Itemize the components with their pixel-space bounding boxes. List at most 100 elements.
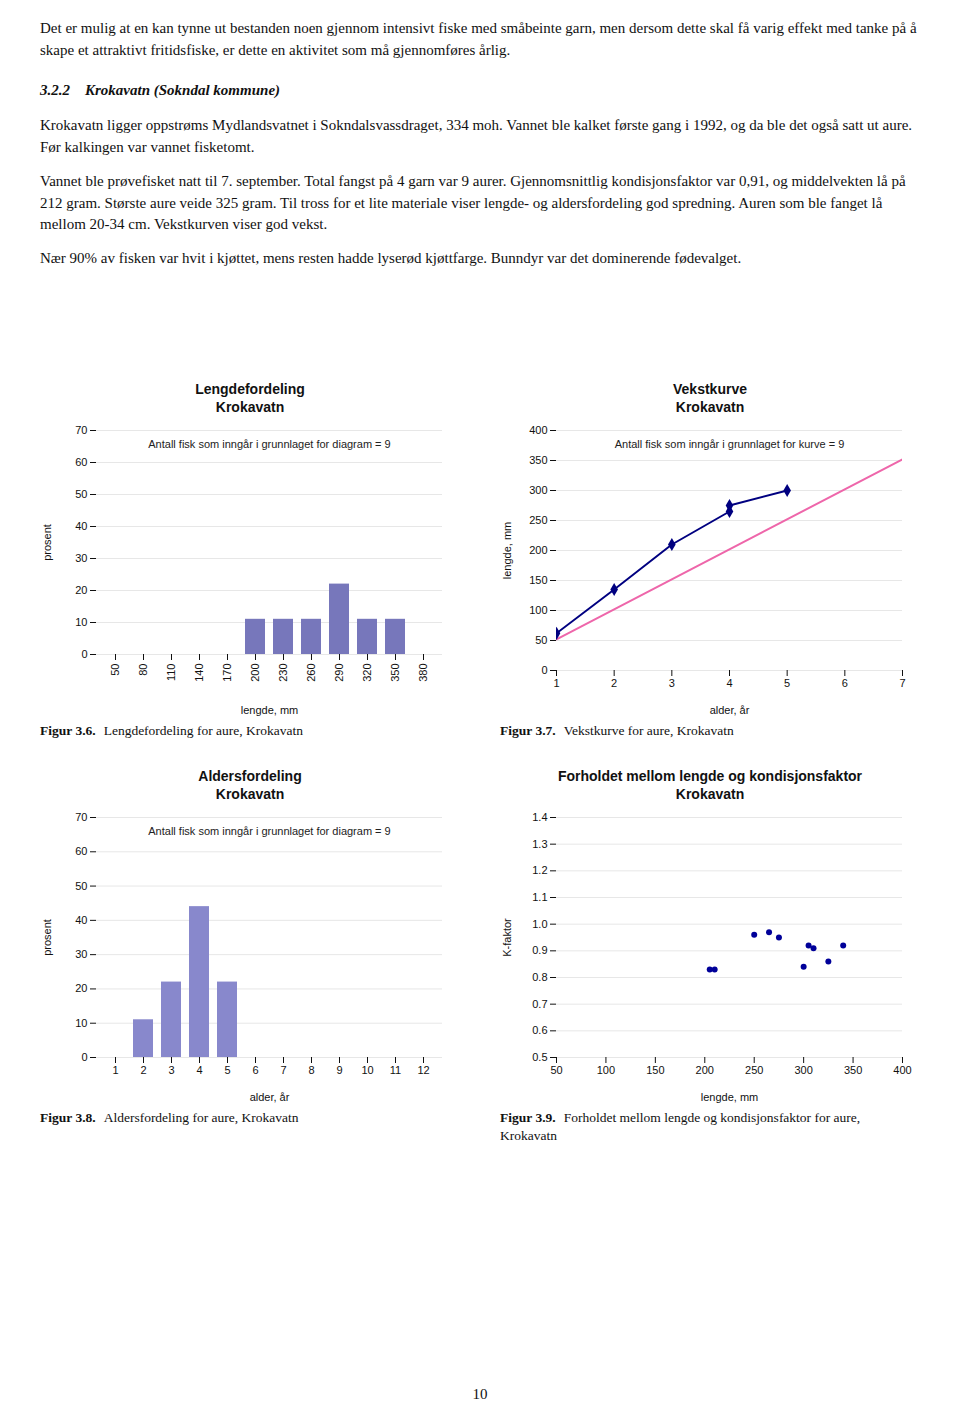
html-text:Lengdefordeling for aure, Krok: Lengdefordeling for aure, Krokavatn	[103, 723, 304, 739]
svg-text:3: 3	[168, 1064, 174, 1076]
svg-text:50: 50	[75, 488, 87, 500]
svg-text:lengde, mm: lengde, mm	[241, 704, 298, 716]
svg-text:250: 250	[529, 514, 547, 526]
svg-text:10: 10	[361, 1064, 373, 1076]
html-text:Lengdefordeling: Lengdefordeling	[195, 381, 305, 397]
svg-text:110: 110	[165, 664, 177, 682]
html-text:Figur 3.6.: Figur 3.6.	[40, 723, 96, 739]
svg-text:400: 400	[893, 1064, 911, 1076]
svg-text:alder, år: alder, år	[250, 1090, 290, 1102]
svg-text:100: 100	[597, 1064, 615, 1076]
svg-text:6: 6	[842, 678, 848, 690]
svg-text:7: 7	[280, 1064, 286, 1076]
svg-text:60: 60	[75, 456, 87, 468]
svg-text:60: 60	[75, 845, 87, 857]
html-text:Krokavatn: Krokavatn	[215, 785, 285, 802]
svg-text:250: 250	[745, 1064, 763, 1076]
svg-text:9: 9	[336, 1064, 342, 1076]
svg-text:6: 6	[252, 1064, 258, 1076]
svg-text:300: 300	[794, 1064, 812, 1076]
svg-text:50: 50	[550, 1064, 562, 1076]
svg-text:5: 5	[224, 1064, 230, 1076]
svg-text:200: 200	[529, 544, 547, 556]
svg-text:260: 260	[305, 664, 317, 682]
svg-text:40: 40	[75, 914, 87, 926]
svg-text:Antall fisk som inngår i grunn: Antall fisk som inngår i grunnlaget for …	[148, 439, 390, 451]
svg-text:lengde, mm: lengde, mm	[501, 522, 513, 579]
html-text:Forholdet mellom lengde og kon: Forholdet mellom lengde og kondisjonsfak…	[500, 1110, 861, 1144]
svg-text:50: 50	[109, 664, 121, 676]
html-text:Vannet ble prøvefisket natt ti: Vannet ble prøvefisket natt til 7. septe…	[40, 172, 906, 233]
svg-text:1.4: 1.4	[532, 811, 547, 823]
svg-text:Antall fisk som inngår i grunn: Antall fisk som inngår i grunnlaget for …	[615, 439, 845, 451]
svg-text:0.6: 0.6	[532, 1024, 547, 1036]
html-text:Aldersfordeling: Aldersfordeling	[198, 767, 302, 784]
svg-text:0.8: 0.8	[532, 971, 547, 983]
svg-text:0.9: 0.9	[532, 944, 547, 956]
svg-text:350: 350	[529, 454, 547, 466]
svg-text:30: 30	[75, 948, 87, 960]
svg-text:30: 30	[75, 552, 87, 564]
html-text:Krokavatn: Krokavatn	[675, 785, 745, 802]
svg-text:140: 140	[193, 664, 205, 682]
svg-text:12: 12	[417, 1064, 429, 1076]
svg-text:150: 150	[529, 574, 547, 586]
svg-text:170: 170	[221, 664, 233, 682]
svg-text:0: 0	[81, 648, 87, 660]
svg-text:11: 11	[390, 1064, 401, 1076]
svg-text:20: 20	[75, 982, 87, 994]
svg-text:150: 150	[646, 1064, 664, 1076]
svg-text:0.7: 0.7	[532, 998, 547, 1010]
svg-text:350: 350	[844, 1064, 862, 1076]
svg-text:10: 10	[75, 616, 87, 628]
svg-text:lengde, mm: lengde, mm	[701, 1090, 758, 1102]
svg-text:4: 4	[196, 1064, 202, 1076]
svg-text:320: 320	[361, 664, 373, 682]
svg-text:prosent: prosent	[41, 525, 53, 562]
svg-text:380: 380	[417, 664, 429, 682]
svg-text:7: 7	[899, 678, 905, 690]
svg-text:80: 80	[137, 664, 149, 676]
svg-text:1.2: 1.2	[532, 864, 547, 876]
svg-text:4: 4	[726, 678, 732, 690]
svg-text:1: 1	[553, 678, 559, 690]
svg-text:0.5: 0.5	[532, 1051, 547, 1063]
svg-text:300: 300	[529, 484, 547, 496]
svg-text:400: 400	[529, 424, 547, 436]
html-text:Krokavatn: Krokavatn	[675, 399, 745, 416]
svg-text:1.3: 1.3	[532, 838, 547, 850]
svg-text:1: 1	[112, 1064, 118, 1076]
svg-text:prosent: prosent	[41, 919, 53, 956]
html-text:Forholdet mellom lengde og kon: Forholdet mellom lengde og kondisjonsfak…	[557, 767, 863, 784]
svg-text:200: 200	[249, 664, 261, 682]
svg-text:1.0: 1.0	[532, 918, 547, 930]
svg-text:2: 2	[140, 1064, 146, 1076]
svg-text:0: 0	[81, 1051, 87, 1063]
svg-text:350: 350	[389, 664, 401, 682]
html-text:Det er mulig at en kan tynne u: Det er mulig at en kan tynne ut bestande…	[40, 20, 917, 58]
svg-text:70: 70	[75, 424, 87, 436]
svg-text:10: 10	[75, 1017, 87, 1029]
svg-text:40: 40	[75, 520, 87, 532]
svg-text:3: 3	[669, 678, 675, 690]
html-text:Nær 90% av fisken var hvit i k: Nær 90% av fisken var hvit i kjøttet, me…	[40, 250, 742, 266]
svg-text:1.1: 1.1	[532, 891, 547, 903]
svg-text:Antall fisk som inngår i grunn: Antall fisk som inngår i grunnlaget for …	[148, 825, 390, 837]
svg-text:200: 200	[696, 1064, 714, 1076]
svg-text:230: 230	[277, 664, 289, 682]
html-text:Krokavatn: Krokavatn	[215, 399, 285, 416]
html-text:3.2.2 Krokavatn (Sokndal kommu: 3.2.2 Krokavatn (Sokndal kommune)	[40, 81, 280, 98]
svg-text:70: 70	[75, 811, 87, 823]
html-text:Krokavatn ligger oppstrøms Myd: Krokavatn ligger oppstrøms Mydlandsvatne…	[40, 117, 913, 155]
svg-text:8: 8	[308, 1064, 314, 1076]
svg-text:0: 0	[541, 664, 547, 676]
svg-text:K-faktor: K-faktor	[501, 918, 513, 957]
svg-text:290: 290	[333, 664, 345, 682]
svg-text:50: 50	[75, 880, 87, 892]
svg-text:20: 20	[75, 584, 87, 596]
svg-text:5: 5	[784, 678, 790, 690]
svg-text:50: 50	[535, 634, 547, 646]
svg-text:2: 2	[611, 678, 617, 690]
svg-text:100: 100	[529, 604, 547, 616]
svg-text:alder, år: alder, år	[710, 704, 750, 716]
